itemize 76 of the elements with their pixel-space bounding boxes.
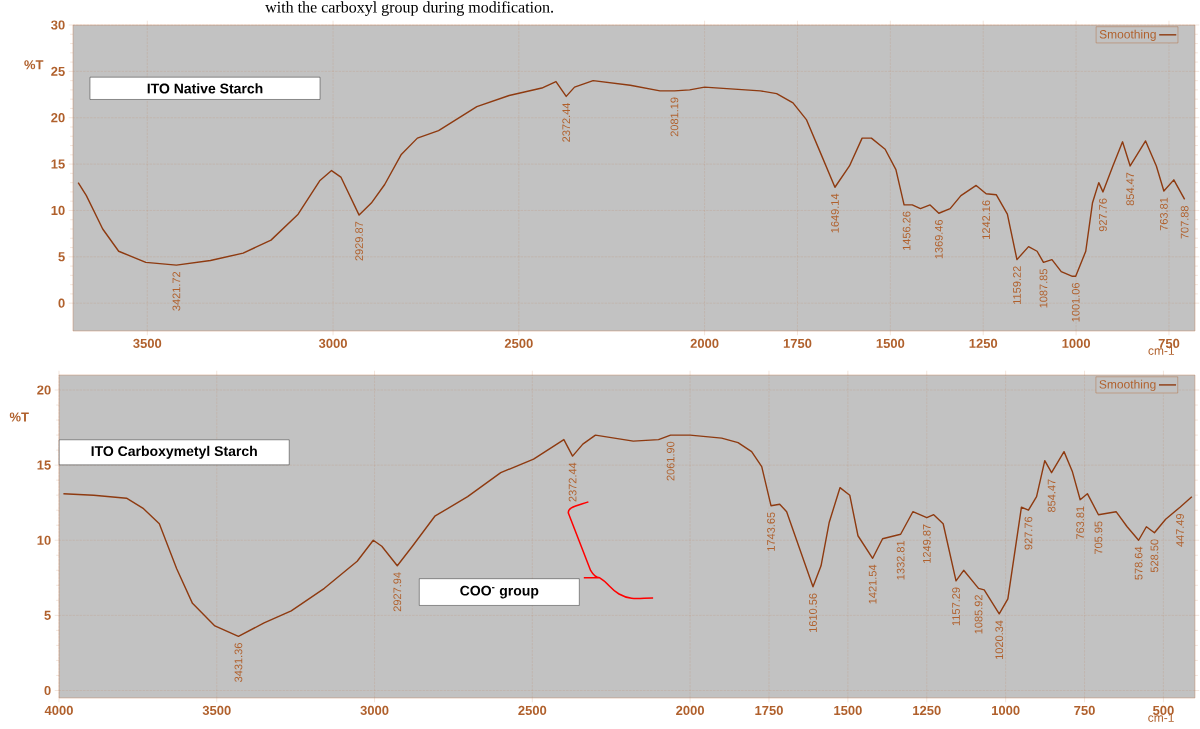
- x-tick-label: 3000: [318, 338, 347, 349]
- x-tick-label: 4000: [44, 705, 73, 715]
- x-tick-label: 3500: [202, 705, 231, 716]
- x-tick-label: 1000: [1062, 338, 1091, 348]
- annotation: 2929.87: [355, 221, 363, 261]
- legend-label: Smoothing: [1099, 29, 1156, 41]
- y-tick-label: 30: [51, 20, 65, 30]
- x-axis-title: cm-1: [1148, 346, 1175, 355]
- annotation: 763.81: [1159, 197, 1168, 231]
- y-tick-label: 10: [51, 205, 65, 216]
- y-axis-title: %T: [24, 60, 44, 70]
- annotation: 1743.65: [767, 512, 775, 551]
- y-tick-label: 0: [58, 298, 65, 308]
- annotation: 1369.46: [934, 219, 943, 259]
- annotation: 2372.44: [562, 102, 571, 142]
- annotation: 3431.36: [234, 643, 243, 682]
- annotation: 2081.19: [670, 97, 679, 137]
- annotation: 528.50: [1150, 539, 1159, 573]
- x-tick-label: 1250: [913, 705, 941, 715]
- annotation: 1456.26: [902, 211, 911, 251]
- y-tick-label: 5: [44, 610, 51, 620]
- annotation: 1020.34: [995, 620, 1004, 659]
- x-tick-label: 3500: [133, 338, 162, 349]
- x-tick-label: 750: [1158, 338, 1180, 348]
- x-tick-label: 750: [1074, 705, 1095, 715]
- x-tick-label: 1500: [834, 705, 862, 715]
- y-tick-label: 15: [51, 159, 65, 169]
- y-axis-title: %T: [9, 412, 29, 422]
- annotation: 1159.22: [1013, 266, 1021, 304]
- annotation: 1242.16: [982, 200, 991, 239]
- annotation: 1157.29: [952, 587, 960, 626]
- text: ITO Native Starch: [147, 83, 263, 94]
- y-tick-label: 15: [37, 460, 51, 470]
- x-tick-label: 1500: [876, 338, 905, 348]
- annotation: 2372.44: [568, 462, 577, 502]
- annotation: 763.81: [1076, 506, 1085, 539]
- text: with the carboxyl group during modification.: [265, 1, 553, 16]
- x-tick-label: 2000: [690, 338, 719, 348]
- y-tick-label: 20: [37, 385, 51, 395]
- annotation: 705.95: [1094, 521, 1103, 554]
- annotation: 927.76: [1024, 516, 1033, 550]
- x-tick-label: 2000: [676, 705, 705, 715]
- x-tick-label: 500: [1152, 705, 1174, 715]
- annotation: 3421.72: [172, 271, 181, 311]
- annotation: COO$^{-}$ group: [460, 585, 539, 599]
- y-tick-label: 10: [37, 535, 51, 545]
- annotation: 2061.90: [666, 441, 675, 481]
- x-tick-label: 1000: [992, 705, 1020, 715]
- annotation: 1610.56: [809, 593, 817, 632]
- x-tick-label: 3000: [360, 705, 389, 716]
- annotation: 2927.94: [393, 572, 402, 612]
- annotation: 1649.14: [831, 193, 839, 233]
- annotation: 854.47: [1047, 479, 1056, 513]
- annotation: 1332.81: [896, 540, 905, 580]
- x-tick-label: 2500: [504, 338, 533, 348]
- annotation: 578.64: [1134, 546, 1143, 580]
- y-tick-label: 0: [44, 685, 51, 696]
- x-tick-label: 1750: [783, 338, 812, 348]
- y-tick-label: 25: [51, 66, 65, 76]
- annotation: 1001.06: [1071, 282, 1080, 322]
- x-tick-label: 2500: [518, 705, 547, 715]
- annotation: 707.88: [1180, 206, 1189, 239]
- x-axis-title: cm-1: [1148, 713, 1174, 722]
- annotation: 927.76: [1099, 198, 1107, 232]
- annotation: 1421.54: [868, 564, 877, 604]
- x-tick-label: 1250: [969, 338, 998, 348]
- x-tick-label: 1750: [755, 705, 783, 715]
- y-tick-label: 5: [58, 252, 65, 262]
- annotation: 1249.87: [922, 524, 931, 563]
- legend-label: Smoothing: [1099, 379, 1156, 391]
- annotation: 1087.85: [1039, 269, 1048, 308]
- text: ITO Carboxymetyl Starch: [91, 445, 257, 459]
- annotation: 447.49: [1176, 513, 1184, 547]
- y-tick-label: 20: [51, 113, 65, 123]
- annotation: 1085.92: [974, 595, 983, 634]
- annotation: 854.47: [1126, 172, 1135, 206]
